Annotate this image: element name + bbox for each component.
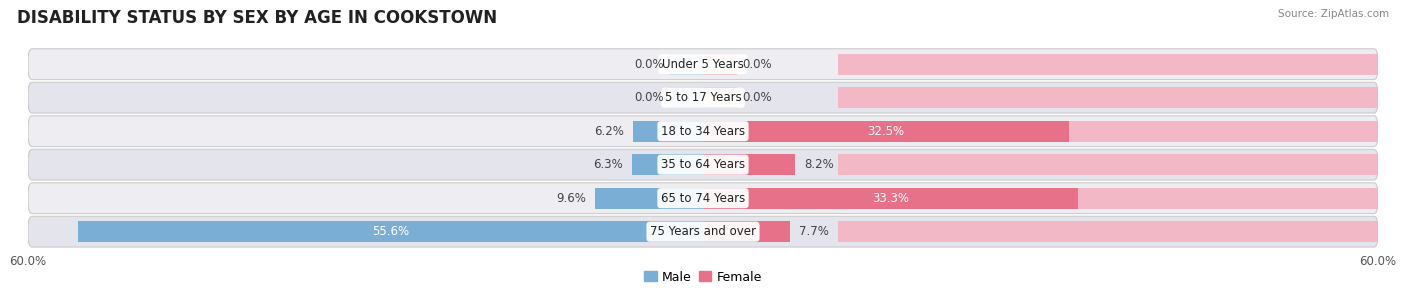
Text: 8.2%: 8.2% <box>804 158 834 171</box>
Bar <box>838 121 1378 142</box>
Bar <box>633 121 703 142</box>
Bar <box>0 221 28 242</box>
Legend: Male, Female: Male, Female <box>640 266 766 289</box>
Bar <box>703 121 1069 142</box>
Text: 0.0%: 0.0% <box>634 91 664 104</box>
Bar <box>703 87 737 108</box>
Bar <box>0 154 28 175</box>
Text: 5 to 17 Years: 5 to 17 Years <box>665 91 741 104</box>
Text: 35 to 64 Years: 35 to 64 Years <box>661 158 745 171</box>
FancyBboxPatch shape <box>28 183 1378 214</box>
Text: Source: ZipAtlas.com: Source: ZipAtlas.com <box>1278 9 1389 19</box>
FancyBboxPatch shape <box>28 49 1378 80</box>
FancyBboxPatch shape <box>28 149 1378 180</box>
Bar <box>77 221 703 242</box>
Bar <box>838 87 1378 108</box>
Text: 32.5%: 32.5% <box>868 125 904 138</box>
Bar <box>633 154 703 175</box>
Bar <box>838 54 1378 74</box>
Text: 7.7%: 7.7% <box>799 225 828 238</box>
Bar <box>703 188 1077 209</box>
Text: Under 5 Years: Under 5 Years <box>662 58 744 71</box>
Bar <box>703 221 790 242</box>
Text: DISABILITY STATUS BY SEX BY AGE IN COOKSTOWN: DISABILITY STATUS BY SEX BY AGE IN COOKS… <box>17 9 496 27</box>
Text: 18 to 34 Years: 18 to 34 Years <box>661 125 745 138</box>
Bar <box>703 154 796 175</box>
FancyBboxPatch shape <box>28 82 1378 113</box>
Text: 9.6%: 9.6% <box>557 192 586 205</box>
Text: 55.6%: 55.6% <box>371 225 409 238</box>
Text: 0.0%: 0.0% <box>742 91 772 104</box>
Bar <box>838 188 1378 209</box>
Bar <box>703 54 737 74</box>
Bar <box>0 87 28 108</box>
Bar <box>0 54 28 74</box>
Bar <box>669 54 703 74</box>
Bar <box>669 87 703 108</box>
Text: 6.3%: 6.3% <box>593 158 623 171</box>
Bar <box>595 188 703 209</box>
Bar <box>838 221 1378 242</box>
Text: 0.0%: 0.0% <box>742 58 772 71</box>
Text: 0.0%: 0.0% <box>634 58 664 71</box>
Bar <box>0 121 28 142</box>
Text: 6.2%: 6.2% <box>595 125 624 138</box>
Text: 65 to 74 Years: 65 to 74 Years <box>661 192 745 205</box>
Bar <box>0 188 28 209</box>
Bar <box>838 154 1378 175</box>
FancyBboxPatch shape <box>28 116 1378 147</box>
Text: 33.3%: 33.3% <box>872 192 908 205</box>
FancyBboxPatch shape <box>28 216 1378 247</box>
Text: 75 Years and over: 75 Years and over <box>650 225 756 238</box>
